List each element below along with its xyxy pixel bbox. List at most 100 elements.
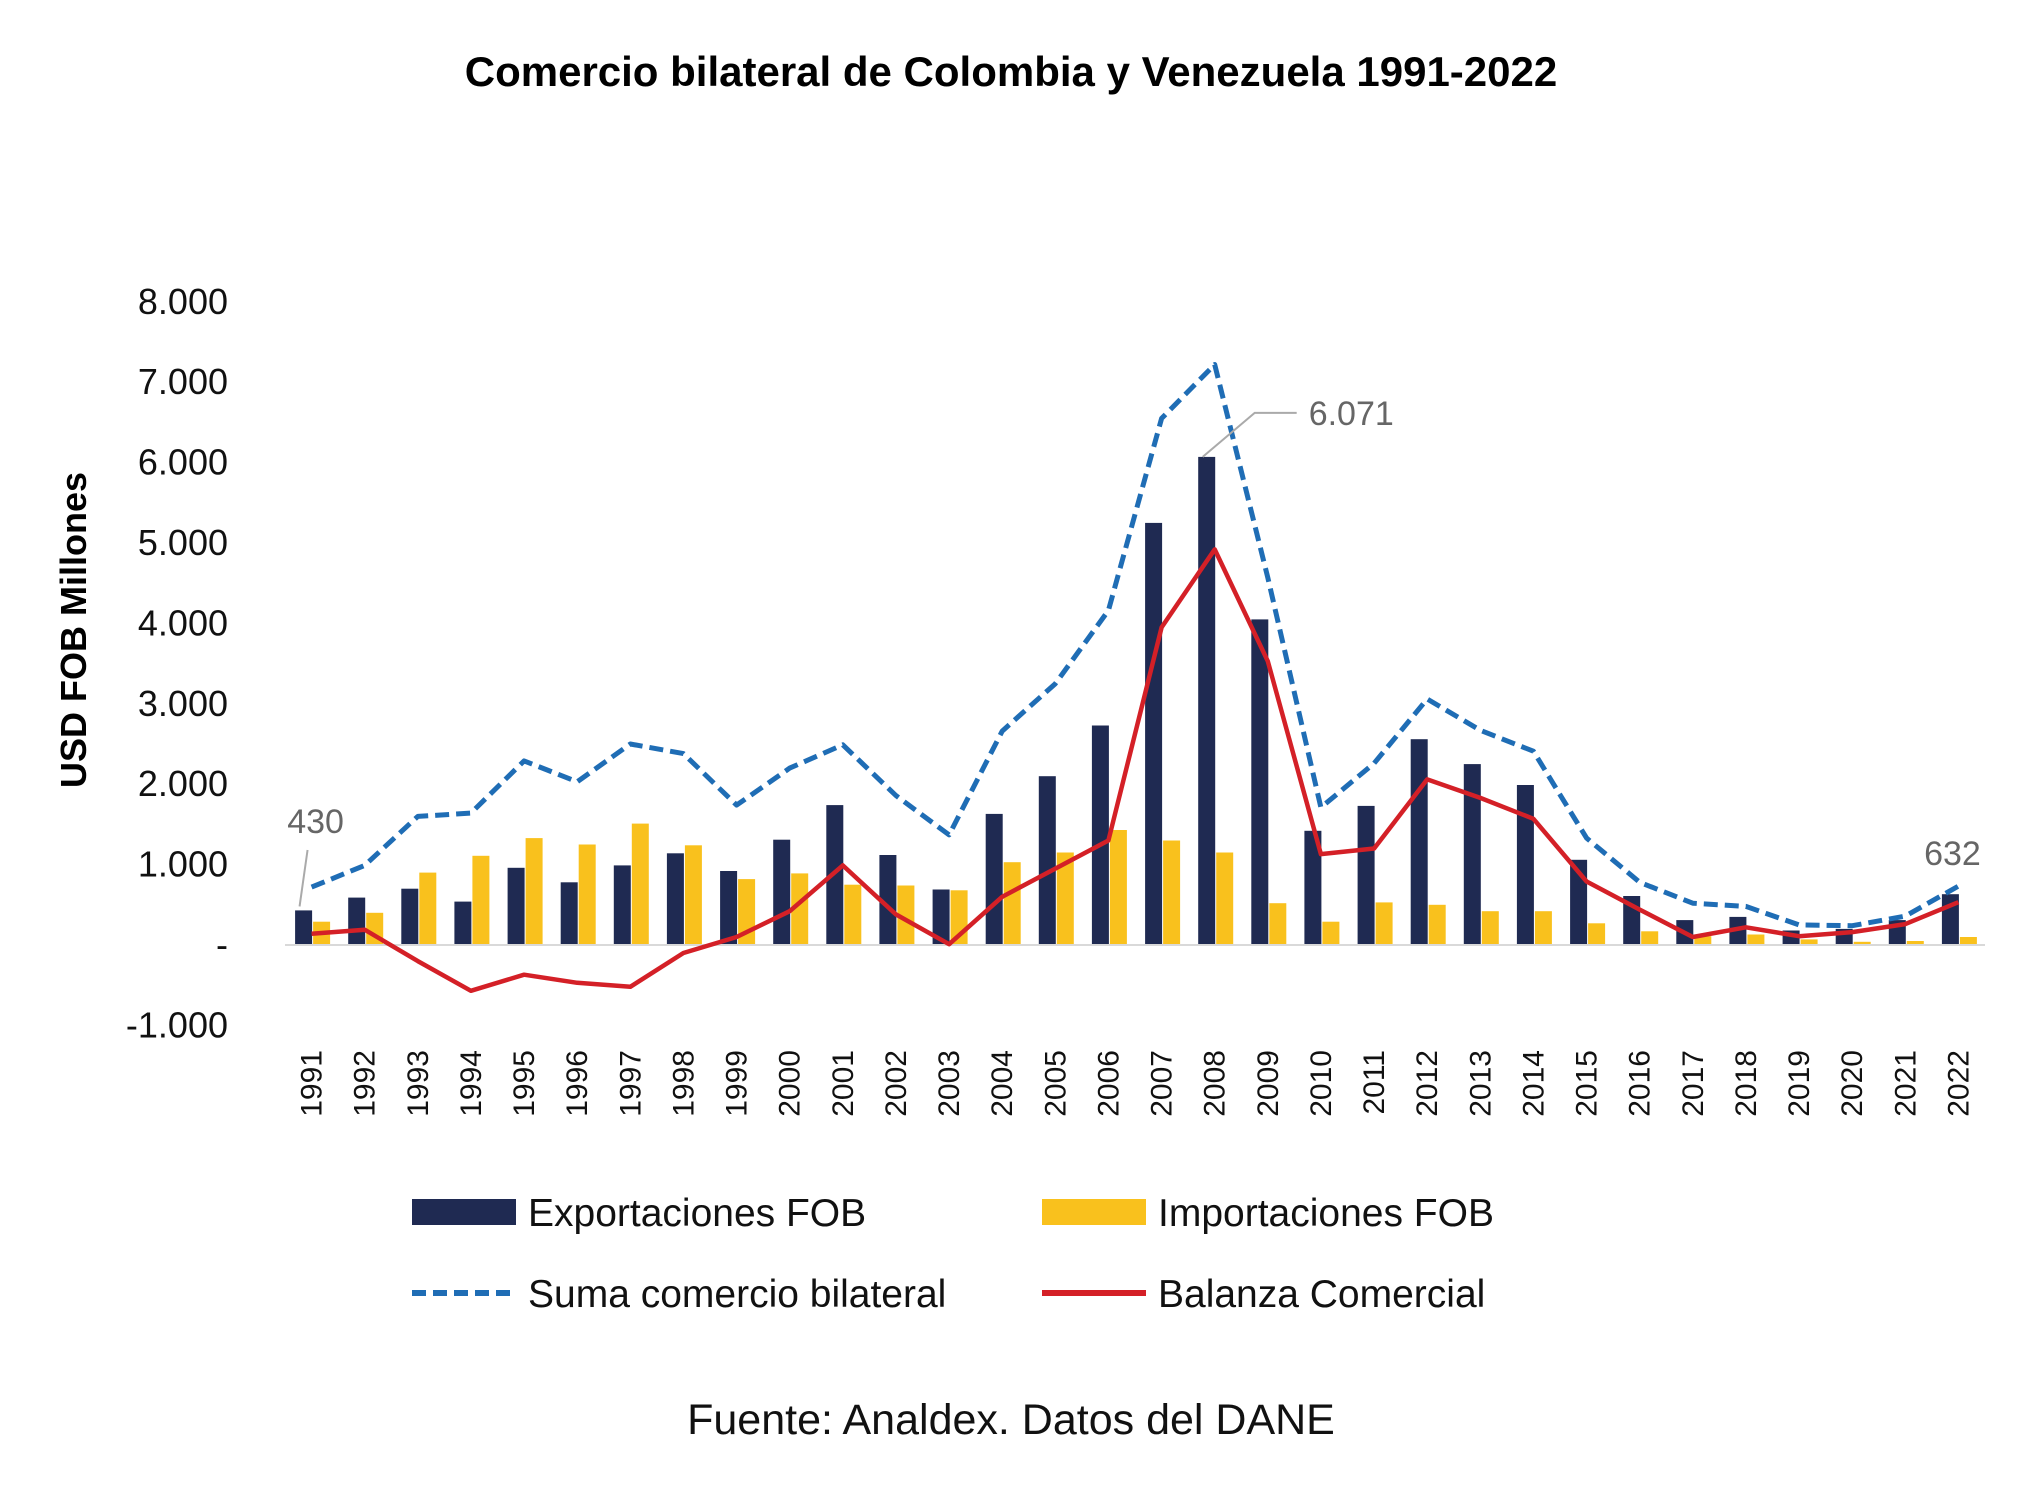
- legend-trade-balance-label: Balanza Comercial: [1158, 1273, 1485, 1316]
- x-tick-label-2002: 2002: [880, 1050, 913, 1117]
- import-bar-2016: [1641, 931, 1659, 945]
- import-bar-2020: [1853, 941, 1871, 945]
- export-bar-2010: [1304, 830, 1322, 945]
- y-tick-label: 1.000: [138, 844, 228, 885]
- export-bar-2013: [1463, 764, 1481, 945]
- import-bar-2021: [1906, 941, 1924, 945]
- export-bar-2015: [1570, 859, 1588, 945]
- x-tick-label-2000: 2000: [774, 1050, 807, 1117]
- y-tick-label: 4.000: [138, 602, 228, 643]
- lines-layer: [310, 362, 1960, 994]
- x-tick-label-2021: 2021: [1889, 1050, 1922, 1117]
- import-bar-2012: [1428, 904, 1446, 945]
- x-tick-label-2022: 2022: [1942, 1050, 1975, 1117]
- import-bar-2010: [1322, 921, 1340, 945]
- x-axis: 1991 1992 1993 1994 1995 1996 1997 1998 1999 2000…: [296, 1050, 1976, 1117]
- export-bar-1991: [295, 910, 313, 945]
- legend-imports-swatch: [1042, 1199, 1146, 1225]
- import-bar-1996: [578, 844, 596, 945]
- export-bar-1997: [613, 865, 631, 945]
- x-tick-label-1997: 1997: [614, 1050, 647, 1117]
- import-bar-2000: [791, 873, 809, 945]
- annotation-label: 6.071: [1309, 395, 1394, 433]
- x-tick-label-2009: 2009: [1252, 1050, 1285, 1117]
- x-tick-label-2018: 2018: [1730, 1050, 1763, 1117]
- export-bar-1995: [507, 867, 525, 945]
- import-bar-2007: [1163, 840, 1181, 945]
- export-bar-2012: [1410, 739, 1428, 945]
- annotations-layer: 430 6.071 632: [287, 395, 1981, 907]
- export-bar-2005: [1038, 776, 1056, 945]
- x-tick-label-1994: 1994: [455, 1050, 488, 1117]
- legend: Exportaciones FOB Importaciones FOB Suma c…: [412, 1192, 1494, 1316]
- export-bar-1992: [348, 897, 366, 945]
- x-tick-label-2005: 2005: [1039, 1050, 1072, 1117]
- export-bar-2004: [985, 813, 1003, 945]
- x-tick-label-2020: 2020: [1836, 1050, 1869, 1117]
- x-tick-label-2010: 2010: [1305, 1050, 1338, 1117]
- legend-exports-label: Exportaciones FOB: [528, 1192, 866, 1235]
- import-bar-2022: [1959, 937, 1977, 945]
- y-axis-label: USD FOB Millones: [53, 472, 94, 788]
- export-bar-2006: [1091, 725, 1109, 945]
- x-tick-label-2006: 2006: [1092, 1050, 1125, 1117]
- import-bar-1997: [631, 823, 649, 945]
- source-note: Fuente: Analdex. Datos del DANE: [687, 1396, 1335, 1444]
- annotation-label: 430: [287, 803, 344, 841]
- x-tick-label-1999: 1999: [721, 1050, 754, 1117]
- import-bar-2001: [844, 884, 862, 945]
- import-bar-1995: [525, 838, 543, 945]
- x-tick-label-1995: 1995: [508, 1050, 541, 1117]
- x-tick-label-1993: 1993: [402, 1050, 435, 1117]
- x-tick-label-2003: 2003: [933, 1050, 966, 1117]
- import-bar-2002: [897, 885, 915, 945]
- export-bar-2008: [1198, 456, 1216, 945]
- export-bar-1993: [401, 888, 419, 945]
- y-tick-label: 8.000: [138, 281, 228, 322]
- y-tick-label: -1.000: [126, 1004, 228, 1045]
- chart-title: Comercio bilateral de Colombia y Venezue…: [464, 48, 1558, 95]
- import-bar-2006: [1109, 830, 1127, 945]
- export-bar-1999: [720, 871, 738, 945]
- y-axis: 8.000 7.000 6.000 5.000 4.000 3.000 2.000 1.000…: [126, 281, 228, 1046]
- export-bar-1998: [666, 853, 684, 945]
- y-tick-label: 5.000: [138, 522, 228, 563]
- x-tick-label-1992: 1992: [349, 1050, 382, 1117]
- import-bar-2008: [1216, 852, 1234, 945]
- annotation-leader: [298, 849, 309, 907]
- export-bar-2011: [1357, 805, 1375, 945]
- y-tick-label: -: [216, 924, 228, 965]
- export-bar-1994: [454, 901, 472, 945]
- export-bar-2002: [879, 855, 897, 945]
- bars-layer: [295, 456, 1977, 945]
- import-bar-2017: [1694, 936, 1712, 945]
- x-tick-label-2007: 2007: [1146, 1050, 1179, 1117]
- import-bar-2011: [1375, 902, 1393, 945]
- x-tick-label-2001: 2001: [827, 1050, 860, 1117]
- x-tick-label-2008: 2008: [1199, 1050, 1232, 1117]
- export-bar-2003: [932, 889, 950, 945]
- export-bar-1996: [560, 882, 578, 945]
- x-tick-label-2017: 2017: [1677, 1050, 1710, 1117]
- x-tick-label-2014: 2014: [1517, 1050, 1550, 1117]
- import-bar-2018: [1747, 934, 1765, 945]
- legend-total-trade-label: Suma comercio bilateral: [528, 1273, 946, 1316]
- y-tick-label: 6.000: [138, 442, 228, 483]
- legend-imports-label: Importaciones FOB: [1158, 1192, 1494, 1235]
- x-tick-label-1998: 1998: [667, 1050, 700, 1117]
- y-tick-label: 3.000: [138, 683, 228, 724]
- import-bar-1994: [472, 855, 490, 945]
- import-bar-2019: [1800, 939, 1818, 945]
- import-bar-1998: [684, 845, 702, 945]
- x-tick-label-1991: 1991: [296, 1050, 329, 1117]
- x-tick-label-2016: 2016: [1624, 1050, 1657, 1117]
- total-trade-line: [310, 362, 1960, 929]
- x-tick-label-2012: 2012: [1411, 1050, 1444, 1117]
- y-tick-label: 7.000: [138, 361, 228, 402]
- annotation-leader: [1202, 411, 1297, 458]
- export-bar-2007: [1145, 522, 1163, 945]
- import-bar-2015: [1588, 923, 1606, 945]
- export-bar-2014: [1516, 785, 1534, 945]
- x-tick-label-2015: 2015: [1571, 1050, 1604, 1117]
